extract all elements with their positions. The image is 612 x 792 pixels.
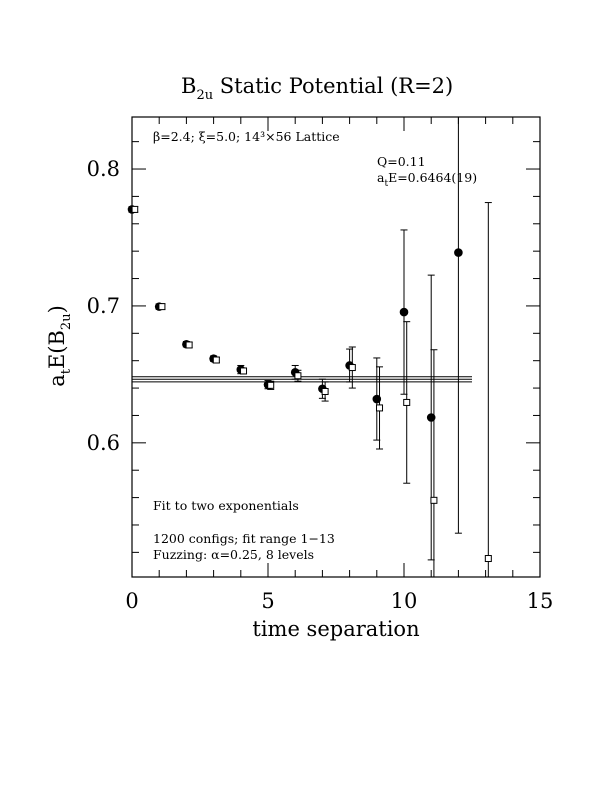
x-tick-label: 5: [261, 589, 274, 613]
data-point: [399, 307, 409, 317]
y-axis-title-end: ): [45, 305, 69, 313]
x-tick-label: 15: [527, 589, 554, 613]
data-point: [454, 248, 463, 257]
energy-annotation-rest: E=0.6464(19): [388, 170, 477, 185]
y-axis-title-sub1: t: [59, 368, 74, 374]
y-axis-title-mid: E(B: [45, 330, 69, 369]
energy-annotation-sub: t: [384, 179, 388, 189]
data-layer: [127, 116, 492, 578]
data-point: [240, 367, 248, 375]
data-point: [403, 398, 411, 406]
data-point: [294, 372, 302, 380]
data-point: [131, 205, 139, 213]
x-tick-label: 0: [125, 589, 138, 613]
series-open-square: [131, 202, 492, 578]
chart-title-main: B: [181, 74, 196, 98]
data-point: [426, 413, 436, 422]
plot-frame: [131, 116, 541, 578]
ticks-layer: 0 5 10 15 0.6 0.7 0.8: [87, 117, 554, 613]
y-tick-label: 0.8: [87, 157, 120, 181]
data-point: [348, 364, 356, 372]
y-tick-label: 0.6: [87, 431, 120, 455]
data-point: [484, 555, 492, 563]
configs-annotation: 1200 configs; fit range 1−13: [153, 531, 335, 546]
energy-annotation: atE=0.6464(19): [377, 170, 477, 189]
data-point: [372, 394, 382, 404]
lattice-annotation: β=2.4; ξ=5.0; 14³×56 Lattice: [153, 129, 340, 144]
chart-title: B2u Static Potential (R=2): [181, 74, 453, 103]
q-annotation: Q=0.11: [377, 154, 426, 169]
data-point: [376, 404, 384, 412]
y-axis-title: atE(B2u): [45, 305, 74, 387]
y-tick-label: 0.7: [87, 294, 120, 318]
fit-method-annotation: Fit to two exponentials: [153, 498, 299, 513]
chart-title-sub: 2u: [196, 88, 213, 103]
data-point: [212, 356, 220, 364]
chart-title-rest: Static Potential (R=2): [213, 74, 453, 98]
fit-layer: [132, 376, 472, 383]
y-axis-title-main: a: [45, 374, 69, 387]
y-axis-title-sub2: 2u: [59, 313, 74, 330]
x-axis-title: time separation: [252, 617, 419, 641]
energy-annotation-main: a: [377, 170, 385, 185]
x-tick-label: 10: [391, 589, 418, 613]
data-point: [158, 303, 166, 311]
data-point: [185, 341, 193, 349]
data-point: [267, 381, 275, 389]
data-point: [321, 387, 329, 395]
data-point: [430, 496, 438, 504]
fuzzing-annotation: Fuzzing: α=0.25, 8 levels: [153, 547, 314, 562]
